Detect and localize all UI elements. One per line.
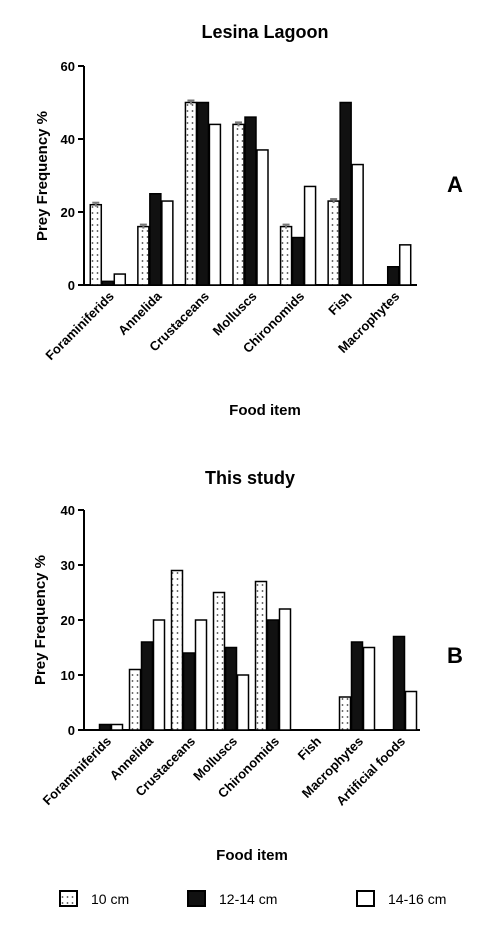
chart0-category-label: Foraminiferids — [42, 289, 116, 363]
chart0-bar — [339, 101, 352, 286]
chart1-bar — [236, 674, 250, 731]
chart1-bar — [128, 668, 142, 731]
chart1-bar — [266, 619, 280, 731]
chart1-bar — [110, 723, 124, 731]
chart1-bar — [182, 652, 196, 731]
chart1-bar — [254, 580, 268, 731]
plot-area-b: 010203040ForaminiferidsAnnelidaCrustacea… — [40, 503, 420, 808]
chart-title-a: Lesina Lagoon — [201, 22, 328, 42]
chart1-bar — [350, 641, 364, 731]
chart-panel-b: This study Prey Frequency % Food item B … — [32, 468, 463, 864]
chart0-y-tick-label: 40 — [61, 132, 75, 147]
chart0-category-label: Annelida — [115, 288, 165, 338]
chart0-bar — [137, 225, 150, 286]
chart0-bar — [256, 149, 269, 286]
plot-area-a: 0204060ForaminiferidsAnnelidaCrustaceans… — [42, 59, 417, 363]
chart0-bar — [303, 185, 317, 286]
legend-swatch — [356, 890, 375, 907]
chart0-category-label: Fish — [325, 288, 355, 318]
chart1-bar — [170, 569, 184, 731]
chart1-y-tick-label: 20 — [61, 613, 75, 628]
legend-label: 10 cm — [91, 891, 129, 907]
chart0-bar — [161, 200, 174, 286]
chart0-y-tick-label: 0 — [68, 278, 75, 293]
chart0-bar — [386, 266, 400, 286]
chart1-y-tick-label: 40 — [61, 503, 75, 518]
chart0-bar — [279, 225, 293, 286]
panel-label-b: B — [447, 643, 463, 668]
chart0-category-label: Molluscs — [210, 289, 260, 339]
chart1-bar — [140, 641, 154, 731]
chart1-bar — [338, 696, 352, 731]
chart1-bar — [98, 723, 112, 731]
chart1-bar — [392, 635, 406, 731]
chart0-bar — [398, 244, 412, 286]
legend-swatch — [59, 890, 78, 907]
chart-panel-a: Lesina Lagoon Prey Frequency % Food item… — [34, 22, 463, 419]
chart1-bar — [224, 646, 238, 731]
chart0-bar — [244, 116, 257, 286]
panel-label-a: A — [447, 172, 463, 197]
chart1-bar — [362, 646, 376, 731]
chart1-bar — [194, 619, 208, 731]
chart1-category-label: Foraminiferids — [40, 734, 114, 808]
chart1-bar — [404, 690, 418, 731]
chart0-bar — [232, 123, 245, 286]
chart1-y-tick-label: 30 — [61, 558, 75, 573]
chart0-bar — [327, 200, 340, 286]
chart0-bar — [291, 236, 305, 286]
chart0-bar — [184, 101, 198, 286]
chart0-bar — [351, 163, 364, 286]
chart1-category-label: Fish — [295, 733, 325, 763]
chart0-bar — [208, 123, 222, 286]
legend-label: 12-14 cm — [219, 891, 277, 907]
chart0-bar — [196, 101, 210, 286]
y-axis-label-a: Prey Frequency % — [34, 111, 51, 241]
chart0-bar — [89, 203, 103, 286]
chart1-bar — [278, 608, 292, 731]
x-axis-label-b: Food item — [216, 847, 288, 864]
legend-swatch — [187, 890, 206, 907]
y-axis-label-b: Prey Frequency % — [32, 555, 49, 685]
chart1-y-tick-label: 10 — [61, 668, 75, 683]
legend: 10 cm 12-14 cm 14-16 cm — [59, 890, 446, 907]
chart0-bar — [101, 280, 115, 286]
legend-label: 14-16 cm — [388, 891, 446, 907]
chart-title-b: This study — [205, 468, 295, 488]
x-axis-label-a: Food item — [229, 402, 301, 419]
chart1-bar — [212, 591, 226, 731]
chart0-y-tick-label: 60 — [61, 59, 75, 74]
chart0-bar — [113, 273, 127, 286]
chart1-y-tick-label: 0 — [68, 723, 75, 738]
chart0-y-tick-label: 20 — [61, 205, 75, 220]
chart1-bar — [152, 619, 166, 731]
chart0-bar — [149, 193, 162, 286]
